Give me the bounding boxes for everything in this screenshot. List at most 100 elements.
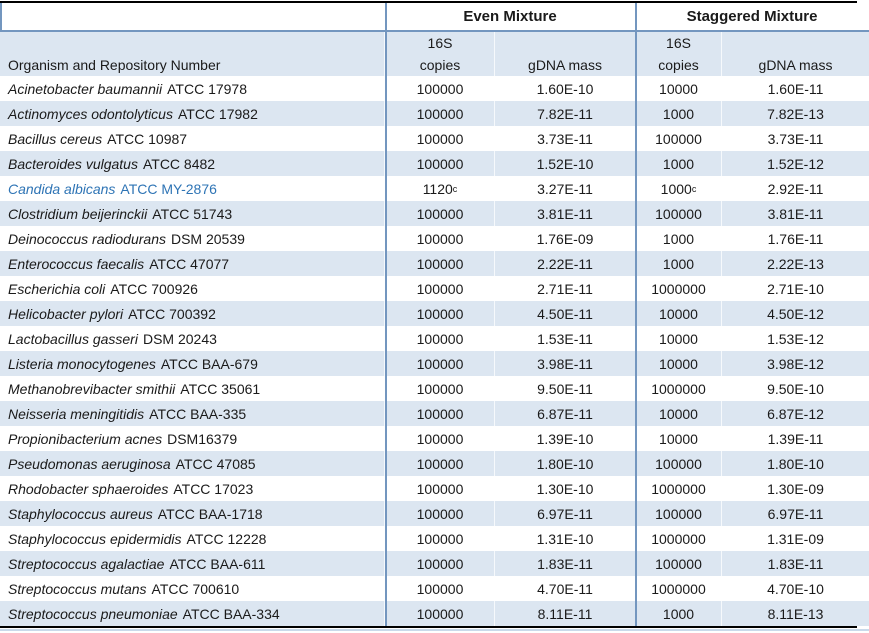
organism-cell: Candida albicans ATCC MY-2876: [0, 176, 385, 201]
even-copies-value: 100000: [416, 555, 464, 572]
staggered-copies-cell: 100000: [635, 501, 722, 526]
staggered-gdna-cell: 1.31E-09: [722, 526, 869, 551]
organism-name: Streptococcus agalactiae: [8, 555, 165, 572]
even-gdna-value: 3.98E-11: [537, 355, 593, 372]
staggered-copies-value: 1000000: [651, 580, 706, 597]
staggered-copies-cell: 100000: [635, 126, 722, 151]
table-row: Deinococcus radiodurans DSM 20539 100000 …: [0, 226, 869, 251]
even-gdna-value: 3.81E-11: [537, 205, 593, 222]
staggered-copies-value: 1000: [662, 155, 695, 172]
even-copies-value: 100000: [416, 205, 464, 222]
staggered-16s-label: 16S: [635, 32, 722, 53]
staggered-copies-value: 10000: [659, 80, 698, 97]
table-row: Staphylococcus aureus ATCC BAA-1718 10000…: [0, 501, 869, 526]
repository-number: ATCC 8482: [142, 155, 216, 172]
organism-cell: Escherichia coli ATCC 700926: [0, 276, 385, 301]
organism-cell: Bacillus cereus ATCC 10987: [0, 126, 385, 151]
staggered-gdna-cell: 3.98E-12: [722, 351, 869, 376]
table-row: Listeria monocytogenes ATCC BAA-679 10000…: [0, 351, 869, 376]
even-copies-value: 100000: [416, 605, 464, 622]
organism-cell: Streptococcus agalactiae ATCC BAA-611: [0, 551, 385, 576]
even-copies-cell: 1120 c: [385, 176, 495, 201]
even-gdna-cell: 1.31E-10: [495, 526, 635, 551]
table-row: Acinetobacter baumannii ATCC 17978 100000…: [0, 76, 869, 101]
even-gdna-cell: 1.30E-10: [495, 476, 635, 501]
organism-name: Pseudomonas aeruginosa: [8, 455, 171, 472]
even-copies-cell: 100000: [385, 451, 495, 476]
repository-number: ATCC 700392: [128, 305, 216, 322]
staggered-gdna-cell: 4.50E-12: [722, 301, 869, 326]
table-top-border: [0, 1, 857, 3]
staggered-gdna-cell: 1.39E-11: [722, 426, 869, 451]
organism-name: Candida albicans: [8, 180, 116, 197]
staggered-copies-value: 10000: [659, 355, 698, 372]
repository-number: ATCC 12228: [186, 530, 267, 547]
staggered-gdna-value: 9.50E-10: [767, 380, 824, 397]
table-row: Propionibacterium acnes DSM16379 100000 1…: [0, 426, 869, 451]
table-row: Pseudomonas aeruginosa ATCC 47085 100000 …: [0, 451, 869, 476]
staggered-gdna-cell: 1.30E-09: [722, 476, 869, 501]
organism-name: Deinococcus radiodurans: [8, 230, 166, 247]
staggered-gdna-cell: 1.83E-11: [722, 551, 869, 576]
organism-name: Staphylococcus aureus: [8, 505, 153, 522]
even-gdna-cell: 4.50E-11: [495, 301, 635, 326]
even-copies-value: 100000: [416, 255, 464, 272]
even-gdna-value: 3.27E-11: [537, 180, 593, 197]
repository-number: ATCC 700926: [110, 280, 198, 297]
staggered-gdna-value: 1.52E-12: [767, 155, 824, 172]
even-copies-value: 100000: [416, 155, 464, 172]
staggered-copies-value: 1000000: [651, 380, 706, 397]
even-copies-cell: 100000: [385, 426, 495, 451]
organism-name: Clostridium beijerinckii: [8, 205, 148, 222]
even-gdna-cell: 4.70E-11: [495, 576, 635, 601]
organism-name: Bacteroides vulgatus: [8, 155, 138, 172]
staggered-copies-value: 100000: [655, 130, 702, 147]
staggered-mixture-header: Staggered Mixture: [635, 3, 869, 30]
staggered-copies-value: 1000000: [651, 530, 706, 547]
even-copies-value: 100000: [416, 480, 464, 497]
even-gdna-value: 2.22E-11: [537, 255, 593, 272]
even-copies-value: 100000: [416, 330, 464, 347]
staggered-gdna-header: gDNA mass: [758, 56, 833, 73]
even-copies-cell: 100000: [385, 251, 495, 276]
even-gdna-cell: 2.71E-11: [495, 276, 635, 301]
staggered-gdna-value: 2.92E-11: [767, 180, 824, 197]
staggered-gdna-cell: 7.82E-13: [722, 101, 869, 126]
staggered-copies-value: 100000: [655, 455, 702, 472]
staggered-copies-value: 1000: [660, 180, 692, 197]
organism-cell: Bacteroides vulgatus ATCC 8482: [0, 151, 385, 176]
header-divider-line: [0, 30, 869, 32]
organism-cell: Lactobacillus gasseri DSM 20243: [0, 326, 385, 351]
even-gdna-value: 9.50E-11: [537, 380, 593, 397]
repository-number: ATCC BAA-611: [169, 555, 266, 572]
repository-number: ATCC 47085: [175, 455, 256, 472]
column-header-row: Organism and Repository Number copies gD…: [0, 53, 869, 76]
repository-number: ATCC 10987: [107, 130, 188, 147]
staggered-gdna-value: 1.53E-12: [767, 330, 824, 347]
even-copies-value: 1120: [422, 180, 453, 197]
table-row: Escherichia coli ATCC 700926 100000 2.71E…: [0, 276, 869, 301]
even-copies-cell: 100000: [385, 76, 495, 101]
table-row: Lactobacillus gasseri DSM 20243 100000 1.…: [0, 326, 869, 351]
organism-cell: Staphylococcus aureus ATCC BAA-1718: [0, 501, 385, 526]
organism-cell: Streptococcus mutans ATCC 700610: [0, 576, 385, 601]
staggered-copies-value: 1000000: [651, 480, 706, 497]
organism-name: Enterococcus faecalis: [8, 255, 145, 272]
staggered-gdna-cell: 1.60E-11: [722, 76, 869, 101]
even-copies-cell: 100000: [385, 526, 495, 551]
table-body: Acinetobacter baumannii ATCC 17978 100000…: [0, 76, 869, 626]
even-copies-cell: 100000: [385, 476, 495, 501]
even-gdna-cell: 1.39E-10: [495, 426, 635, 451]
repository-number: ATCC 35061: [180, 380, 261, 397]
staggered-copies-cell: 1000000: [635, 526, 722, 551]
even-gdna-value: 4.70E-11: [537, 580, 593, 597]
organism-cell: Methanobrevibacter smithii ATCC 35061: [0, 376, 385, 401]
staggered-gdna-value: 2.22E-13: [767, 255, 824, 272]
organism-name: Streptococcus pneumoniae: [8, 605, 178, 622]
organism-name: Streptococcus mutans: [8, 580, 147, 597]
staggered-gdna-value: 1.30E-09: [767, 480, 824, 497]
repository-number: DSM 20539: [170, 230, 245, 247]
table-row: Streptococcus mutans ATCC 700610 100000 4…: [0, 576, 869, 601]
even-gdna-cell: 3.81E-11: [495, 201, 635, 226]
even-gdna-value: 3.73E-11: [537, 130, 593, 147]
